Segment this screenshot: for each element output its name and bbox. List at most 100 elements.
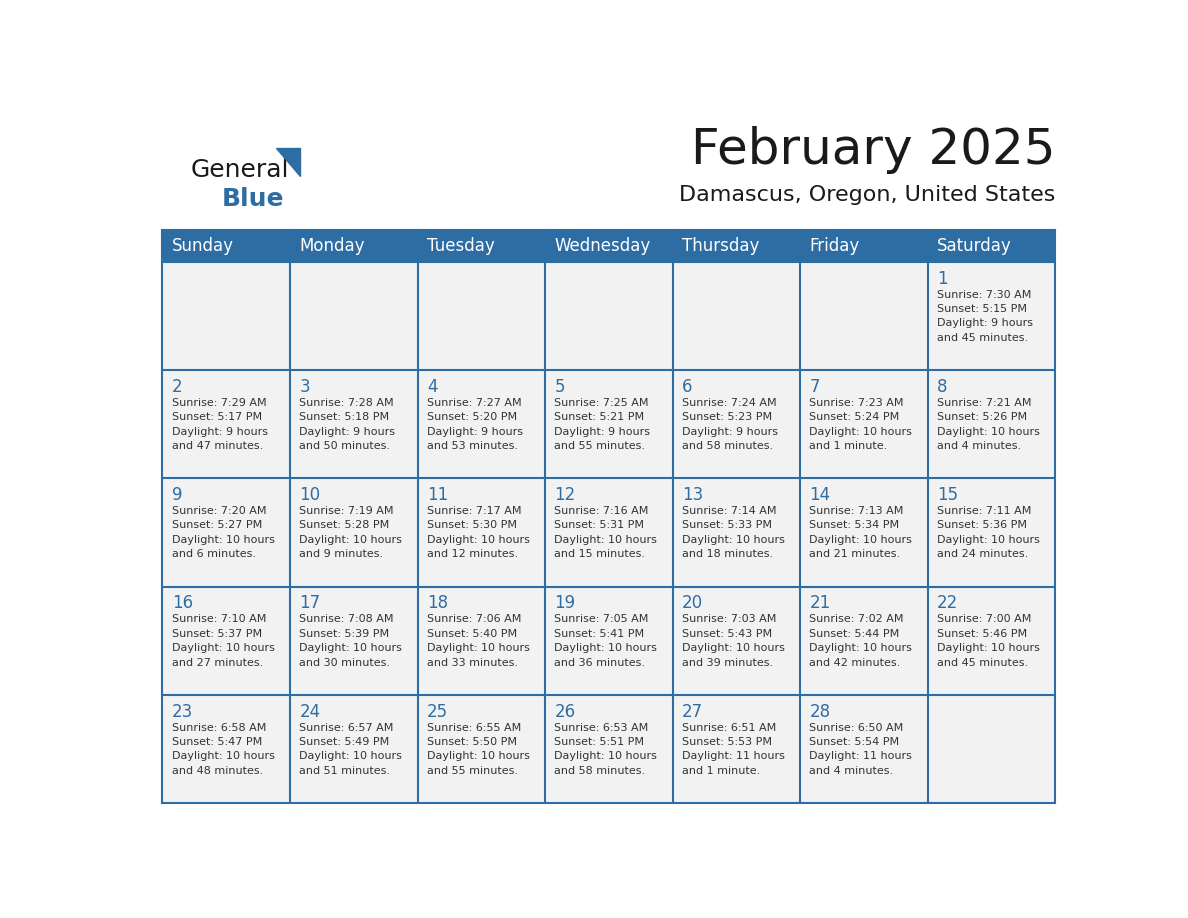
Text: 4: 4	[426, 378, 437, 396]
Bar	[290, 587, 417, 695]
Text: Sunrise: 7:25 AM
Sunset: 5:21 PM
Daylight: 9 hours
and 55 minutes.: Sunrise: 7:25 AM Sunset: 5:21 PM Dayligh…	[555, 397, 650, 451]
Text: Monday: Monday	[299, 237, 365, 254]
Text: Sunrise: 7:13 AM
Sunset: 5:34 PM
Daylight: 10 hours
and 21 minutes.: Sunrise: 7:13 AM Sunset: 5:34 PM Dayligh…	[809, 506, 912, 559]
Text: 23: 23	[172, 702, 192, 721]
Text: 14: 14	[809, 486, 830, 504]
Bar	[545, 370, 672, 478]
Text: 22: 22	[937, 594, 959, 612]
Bar	[290, 370, 417, 478]
Text: Damascus, Oregon, United States: Damascus, Oregon, United States	[678, 185, 1055, 205]
Text: Sunrise: 7:30 AM
Sunset: 5:15 PM
Daylight: 9 hours
and 45 minutes.: Sunrise: 7:30 AM Sunset: 5:15 PM Dayligh…	[937, 289, 1034, 342]
Bar	[672, 478, 801, 587]
Text: Wednesday: Wednesday	[555, 237, 651, 254]
Bar	[417, 370, 545, 478]
Text: Sunrise: 6:55 AM
Sunset: 5:50 PM
Daylight: 10 hours
and 55 minutes.: Sunrise: 6:55 AM Sunset: 5:50 PM Dayligh…	[426, 722, 530, 776]
Bar	[672, 262, 801, 370]
Text: Sunday: Sunday	[172, 237, 234, 254]
Bar	[417, 478, 545, 587]
Bar	[672, 370, 801, 478]
Text: 6: 6	[682, 378, 693, 396]
Text: Sunrise: 6:58 AM
Sunset: 5:47 PM
Daylight: 10 hours
and 48 minutes.: Sunrise: 6:58 AM Sunset: 5:47 PM Dayligh…	[172, 722, 274, 776]
Text: Sunrise: 6:53 AM
Sunset: 5:51 PM
Daylight: 10 hours
and 58 minutes.: Sunrise: 6:53 AM Sunset: 5:51 PM Dayligh…	[555, 722, 657, 776]
Bar	[928, 478, 1055, 587]
Bar	[672, 587, 801, 695]
Text: Sunrise: 7:05 AM
Sunset: 5:41 PM
Daylight: 10 hours
and 36 minutes.: Sunrise: 7:05 AM Sunset: 5:41 PM Dayligh…	[555, 614, 657, 667]
Bar	[801, 370, 928, 478]
Text: Sunrise: 6:57 AM
Sunset: 5:49 PM
Daylight: 10 hours
and 51 minutes.: Sunrise: 6:57 AM Sunset: 5:49 PM Dayligh…	[299, 722, 403, 776]
Bar	[417, 262, 545, 370]
Text: 20: 20	[682, 594, 703, 612]
Text: Saturday: Saturday	[937, 237, 1012, 254]
Bar	[417, 695, 545, 803]
Text: Sunrise: 7:02 AM
Sunset: 5:44 PM
Daylight: 10 hours
and 42 minutes.: Sunrise: 7:02 AM Sunset: 5:44 PM Dayligh…	[809, 614, 912, 667]
Bar	[163, 587, 290, 695]
Text: 8: 8	[937, 378, 948, 396]
Text: 25: 25	[426, 702, 448, 721]
Text: 26: 26	[555, 702, 575, 721]
Text: 3: 3	[299, 378, 310, 396]
Bar	[163, 695, 290, 803]
Bar	[928, 262, 1055, 370]
Text: Sunrise: 7:00 AM
Sunset: 5:46 PM
Daylight: 10 hours
and 45 minutes.: Sunrise: 7:00 AM Sunset: 5:46 PM Dayligh…	[937, 614, 1040, 667]
Text: 28: 28	[809, 702, 830, 721]
Text: Blue: Blue	[222, 187, 285, 211]
Text: Sunrise: 7:03 AM
Sunset: 5:43 PM
Daylight: 10 hours
and 39 minutes.: Sunrise: 7:03 AM Sunset: 5:43 PM Dayligh…	[682, 614, 785, 667]
Bar	[417, 587, 545, 695]
Text: Sunrise: 6:50 AM
Sunset: 5:54 PM
Daylight: 11 hours
and 4 minutes.: Sunrise: 6:50 AM Sunset: 5:54 PM Dayligh…	[809, 722, 912, 776]
Text: Sunrise: 7:20 AM
Sunset: 5:27 PM
Daylight: 10 hours
and 6 minutes.: Sunrise: 7:20 AM Sunset: 5:27 PM Dayligh…	[172, 506, 274, 559]
Text: Sunrise: 7:19 AM
Sunset: 5:28 PM
Daylight: 10 hours
and 9 minutes.: Sunrise: 7:19 AM Sunset: 5:28 PM Dayligh…	[299, 506, 403, 559]
Text: 15: 15	[937, 486, 959, 504]
Bar	[928, 370, 1055, 478]
Text: 12: 12	[555, 486, 576, 504]
Text: Sunrise: 7:29 AM
Sunset: 5:17 PM
Daylight: 9 hours
and 47 minutes.: Sunrise: 7:29 AM Sunset: 5:17 PM Dayligh…	[172, 397, 267, 451]
Text: 10: 10	[299, 486, 321, 504]
Text: 11: 11	[426, 486, 448, 504]
Text: Sunrise: 7:11 AM
Sunset: 5:36 PM
Daylight: 10 hours
and 24 minutes.: Sunrise: 7:11 AM Sunset: 5:36 PM Dayligh…	[937, 506, 1040, 559]
Text: 5: 5	[555, 378, 564, 396]
Text: Sunrise: 7:28 AM
Sunset: 5:18 PM
Daylight: 9 hours
and 50 minutes.: Sunrise: 7:28 AM Sunset: 5:18 PM Dayligh…	[299, 397, 396, 451]
Bar	[163, 478, 290, 587]
Text: 18: 18	[426, 594, 448, 612]
Text: 9: 9	[172, 486, 182, 504]
Bar	[290, 478, 417, 587]
Text: Sunrise: 7:17 AM
Sunset: 5:30 PM
Daylight: 10 hours
and 12 minutes.: Sunrise: 7:17 AM Sunset: 5:30 PM Dayligh…	[426, 506, 530, 559]
Text: Sunrise: 6:51 AM
Sunset: 5:53 PM
Daylight: 11 hours
and 1 minute.: Sunrise: 6:51 AM Sunset: 5:53 PM Dayligh…	[682, 722, 785, 776]
Text: Thursday: Thursday	[682, 237, 759, 254]
Text: Sunrise: 7:24 AM
Sunset: 5:23 PM
Daylight: 9 hours
and 58 minutes.: Sunrise: 7:24 AM Sunset: 5:23 PM Dayligh…	[682, 397, 778, 451]
Bar	[672, 695, 801, 803]
Text: 13: 13	[682, 486, 703, 504]
Bar	[163, 262, 290, 370]
Text: Sunrise: 7:27 AM
Sunset: 5:20 PM
Daylight: 9 hours
and 53 minutes.: Sunrise: 7:27 AM Sunset: 5:20 PM Dayligh…	[426, 397, 523, 451]
Text: Sunrise: 7:08 AM
Sunset: 5:39 PM
Daylight: 10 hours
and 30 minutes.: Sunrise: 7:08 AM Sunset: 5:39 PM Dayligh…	[299, 614, 403, 667]
Bar	[545, 587, 672, 695]
Bar	[545, 695, 672, 803]
Text: 24: 24	[299, 702, 321, 721]
Bar	[801, 478, 928, 587]
Bar	[545, 478, 672, 587]
Bar	[928, 587, 1055, 695]
Bar	[928, 695, 1055, 803]
Bar	[290, 262, 417, 370]
Bar	[801, 262, 928, 370]
Text: Sunrise: 7:14 AM
Sunset: 5:33 PM
Daylight: 10 hours
and 18 minutes.: Sunrise: 7:14 AM Sunset: 5:33 PM Dayligh…	[682, 506, 785, 559]
Text: February 2025: February 2025	[690, 126, 1055, 174]
Text: 1: 1	[937, 270, 948, 287]
Text: 7: 7	[809, 378, 820, 396]
Polygon shape	[277, 148, 299, 176]
Text: 27: 27	[682, 702, 703, 721]
Text: 2: 2	[172, 378, 183, 396]
Text: Tuesday: Tuesday	[426, 237, 494, 254]
Bar	[801, 587, 928, 695]
Text: 16: 16	[172, 594, 192, 612]
Text: Sunrise: 7:10 AM
Sunset: 5:37 PM
Daylight: 10 hours
and 27 minutes.: Sunrise: 7:10 AM Sunset: 5:37 PM Dayligh…	[172, 614, 274, 667]
Text: Sunrise: 7:21 AM
Sunset: 5:26 PM
Daylight: 10 hours
and 4 minutes.: Sunrise: 7:21 AM Sunset: 5:26 PM Dayligh…	[937, 397, 1040, 451]
Text: Sunrise: 7:23 AM
Sunset: 5:24 PM
Daylight: 10 hours
and 1 minute.: Sunrise: 7:23 AM Sunset: 5:24 PM Dayligh…	[809, 397, 912, 451]
Bar	[545, 262, 672, 370]
Text: Sunrise: 7:16 AM
Sunset: 5:31 PM
Daylight: 10 hours
and 15 minutes.: Sunrise: 7:16 AM Sunset: 5:31 PM Dayligh…	[555, 506, 657, 559]
Bar	[163, 370, 290, 478]
Text: Friday: Friday	[809, 237, 860, 254]
Text: 19: 19	[555, 594, 575, 612]
Text: 17: 17	[299, 594, 321, 612]
Text: General: General	[191, 158, 290, 182]
Bar	[163, 230, 1055, 262]
